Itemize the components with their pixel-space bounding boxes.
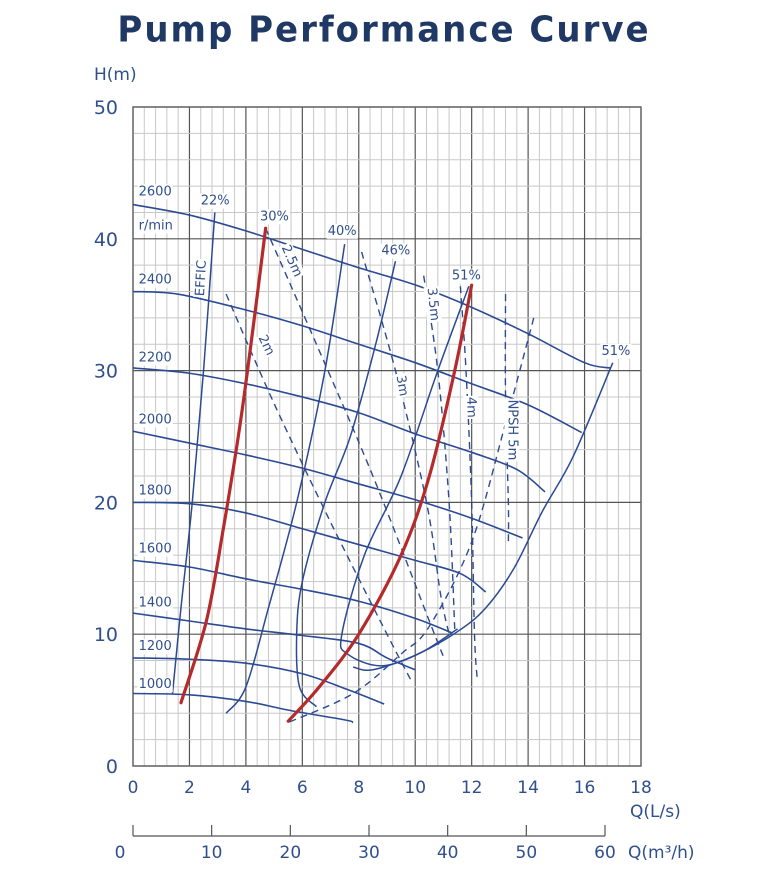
curve-label: 51% [452,269,481,284]
plot-frame [132,106,642,767]
x-tick-label: 14 [517,778,539,798]
highlight-curve [286,283,474,723]
chart-title: Pump Performance Curve [117,9,651,51]
npsh-curve [287,317,535,724]
x2-axis-label: Q(m³/h) [628,843,695,863]
curve-label-rotated: 3.5m [424,287,442,322]
x2-tick-label: 0 [115,843,126,863]
curve-label-rotated: 4m [463,397,479,418]
grid [132,106,642,767]
x-tick-label: 4 [240,778,251,798]
y-tick-label: 10 [94,624,118,646]
npsh-curve [422,275,456,629]
curve-label: 30% [260,209,289,224]
efficiency-curve [171,212,216,694]
x-tick-label: 10 [404,778,426,798]
highlight-curve [179,226,268,705]
curve-label-rotated: NPSH 5m [504,400,519,461]
y-tick-label: 50 [94,97,118,119]
curve-labels: 2600 r/min 2400 2200 2000 1800 1600 1400 1200 100… [137,184,632,693]
x-tick-label: 8 [353,778,364,798]
x-tick-label: 16 [574,778,596,798]
x2-tick-label: 10 [201,843,223,863]
x2-tick-label: 60 [594,843,616,863]
speed-curve-2000 [132,430,523,539]
x-tick-label: 6 [297,778,308,798]
curve-label-rotated: 3m [393,374,411,397]
curve-label: 1400 [139,596,172,611]
y-tick-label: 30 [94,361,118,383]
curve-label-rotated: EFFIC [193,260,210,297]
y-tick-label: 20 [94,492,118,514]
curve-label: 51% [601,344,630,359]
curve-label: 2400 [139,273,172,288]
curve-label: 22% [201,194,230,209]
curve-label: 40% [328,224,357,239]
x-tick-label: 18 [630,778,652,798]
x2-tick-label: 30 [358,843,380,863]
curve-label: 2200 [139,350,172,365]
y-tick-label: 40 [94,229,118,251]
npsh-curve [504,294,510,542]
npsh-curve [459,286,479,681]
curves [132,203,614,724]
speed-curve-2600 [132,203,611,369]
curve-label: 2600 [139,184,172,199]
axes: 0 10 20 30 40 50 H(m) 0 2 4 6 8 10 12 14 16 18 Q(L/s) 0 10 2… [94,65,695,863]
npsh-curve [265,227,445,657]
x-axis-label: Q(L/s) [630,802,681,822]
speed-curve-1000 [132,692,354,724]
x-tick-label: 0 [128,778,139,798]
speed-curve-1800 [132,501,487,593]
curve-label: 46% [381,244,410,259]
curve-label: 1000 [139,677,172,692]
speed-curve-1600 [132,559,453,634]
speed-curve-1200 [132,657,385,705]
x2-tick-label: 20 [280,843,302,863]
x-tick-label: 2 [184,778,195,798]
curve-label: r/min [139,219,173,234]
efficiency-curve [352,362,614,672]
y-tick-label: 0 [106,756,118,778]
x2-tick-label: 50 [516,843,538,863]
speed-curve-2400 [132,290,583,434]
speed-curve-2200 [132,367,546,493]
x-tick-label: 12 [461,778,483,798]
y-axis-label: H(m) [94,65,137,85]
efficiency-curve [225,243,346,714]
curve-label: 1200 [139,639,172,654]
speed-curve-1400 [132,612,416,671]
curve-label: 1800 [139,483,172,498]
curve-label: 1600 [139,541,172,556]
npsh-curve [225,293,414,684]
x2-tick-label: 40 [437,843,459,863]
curve-label: 2000 [139,412,172,427]
efficiency-curve [295,261,397,708]
